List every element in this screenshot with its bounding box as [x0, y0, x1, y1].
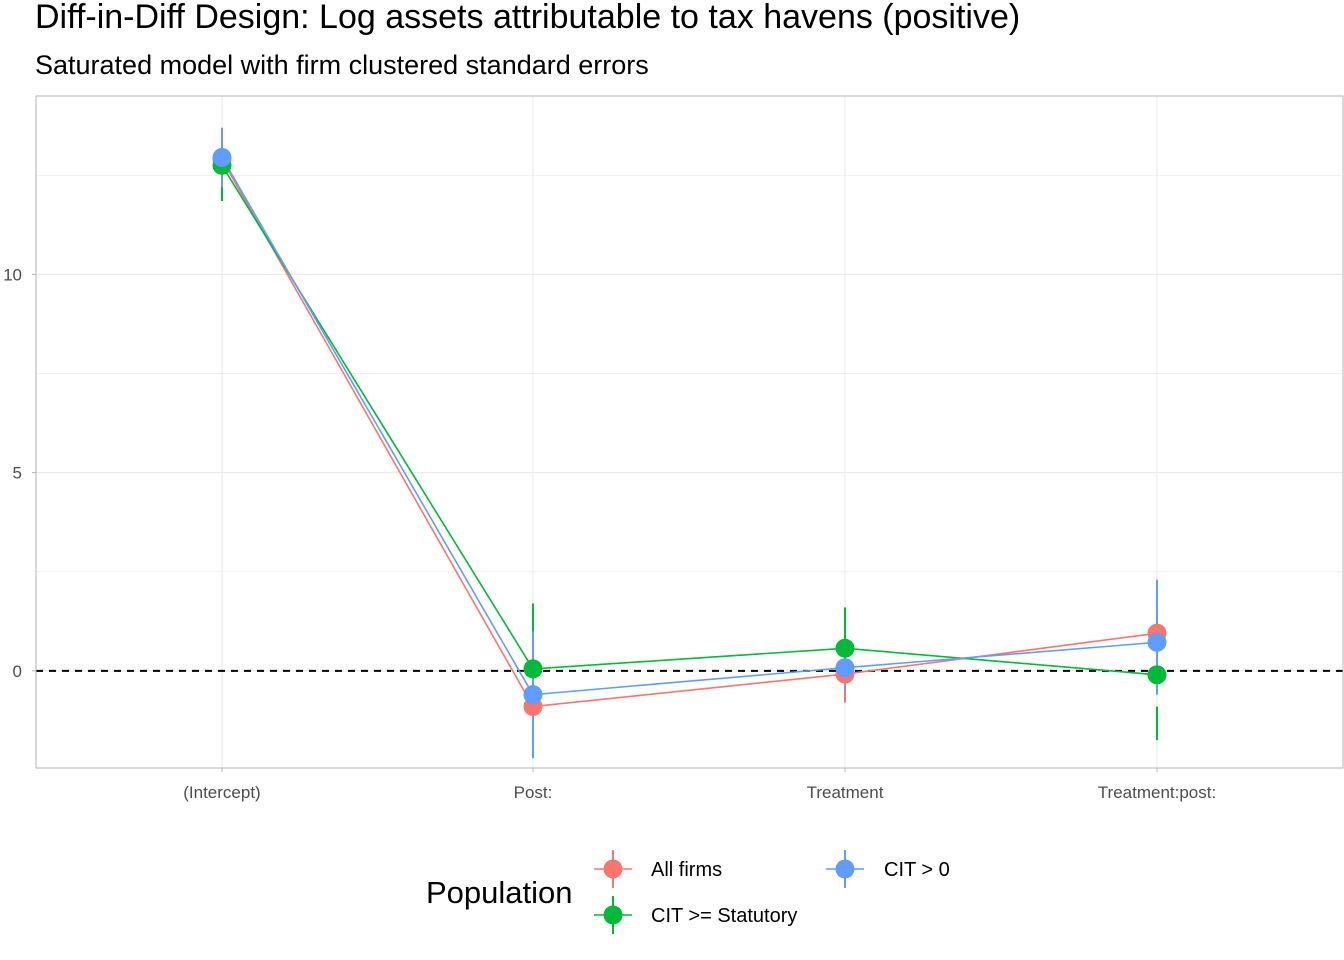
plot-area: [35, 95, 1344, 769]
chart-title: Diff-in-Diff Design: Log assets attribut…: [35, 0, 1020, 36]
y-tick-label: 10: [3, 265, 22, 284]
data-point-cit-statutory: [835, 638, 855, 658]
legend-item-cit-0: CIT > 0: [826, 850, 950, 888]
data-point-cit-0: [212, 147, 232, 167]
plot-border: [35, 95, 1344, 769]
series-line-cit-statutory: [221, 164, 1158, 676]
x-tick-label: Post:: [514, 783, 553, 802]
legend-key-point: [835, 859, 855, 879]
legend-label: CIT > 0: [884, 859, 950, 881]
series-points: [212, 147, 1167, 717]
series-layer: [212, 127, 1167, 759]
legend: Population All firms CIT >= Statutory CIT >…: [426, 850, 950, 934]
grid: [36, 96, 1343, 768]
series-line-cit-0: [221, 157, 1158, 696]
x-tick-label: Treatment: [807, 783, 884, 802]
x-tick-label: (Intercept): [183, 783, 260, 802]
data-point-cit-0: [1147, 632, 1167, 652]
data-point-cit-0: [835, 658, 855, 678]
y-tick-label: 0: [13, 662, 22, 681]
data-point-cit-0: [523, 685, 543, 705]
y-tick-label: 5: [13, 464, 22, 483]
legend-key-point: [603, 905, 623, 925]
series-lines: [221, 157, 1158, 708]
legend-label: All firms: [651, 859, 722, 881]
data-point-cit-statutory: [1147, 665, 1167, 685]
series-line-all-firms: [221, 159, 1158, 708]
legend-label: CIT >= Statutory: [651, 905, 797, 927]
data-point-cit-statutory: [523, 659, 543, 679]
chart-subtitle: Saturated model with firm clustered stan…: [35, 50, 649, 80]
legend-item-cit-statutory: CIT >= Statutory: [594, 896, 797, 934]
legend-item-all-firms: All firms: [594, 850, 722, 888]
legend-key-point: [603, 859, 623, 879]
x-tick-label: Treatment:post:: [1098, 783, 1216, 802]
axis-layer: 0 5 10 (Intercept) Post: Treatment Treatment:p…: [3, 265, 1216, 802]
legend-title: Population: [426, 875, 573, 910]
